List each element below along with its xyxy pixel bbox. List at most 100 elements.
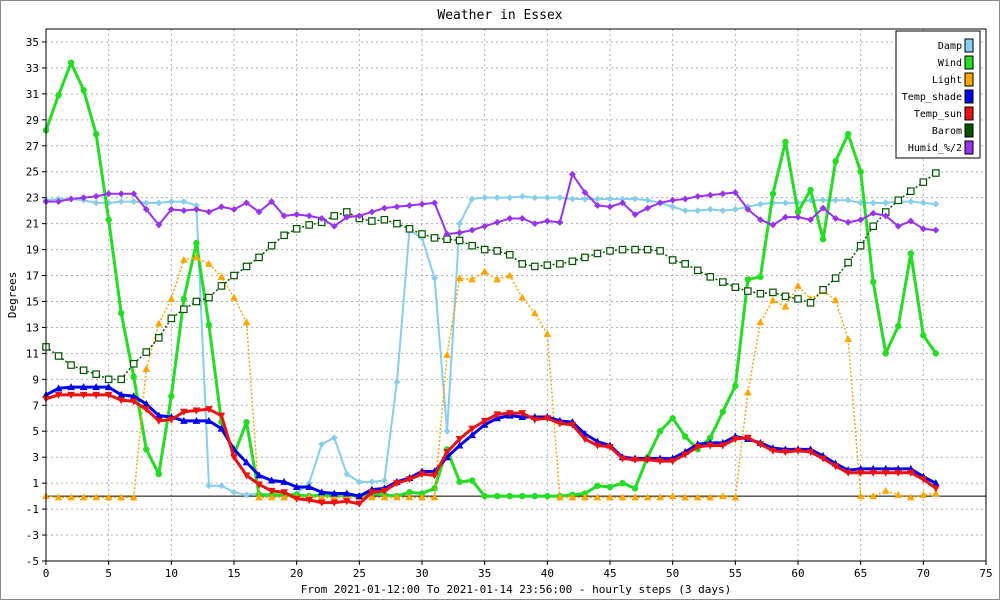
damp-point <box>381 477 388 484</box>
light-point <box>217 272 226 280</box>
barom-point <box>368 217 376 225</box>
temp-sun-point <box>731 436 740 444</box>
barom-point <box>756 289 765 298</box>
light-point <box>656 493 664 501</box>
series-layer <box>42 59 940 508</box>
light-point <box>756 318 765 326</box>
temp-sun-point <box>330 499 339 507</box>
light-point <box>54 493 63 501</box>
damp-point <box>518 192 526 200</box>
legend-swatch-wind <box>964 55 974 70</box>
humid-2-point <box>431 199 438 207</box>
temp-sun-point <box>343 498 351 506</box>
humid-2-point <box>443 230 451 238</box>
barom-point <box>455 236 464 245</box>
barom-point <box>681 260 690 268</box>
temp-sun-point <box>67 391 75 399</box>
barom-point <box>230 271 238 280</box>
wind-point <box>468 477 476 484</box>
light-point <box>104 493 113 501</box>
barom-point <box>593 249 602 258</box>
wind-point <box>606 483 614 491</box>
humid-2-point <box>669 196 677 204</box>
temp-sun-point <box>280 489 288 497</box>
wind-point <box>243 418 250 426</box>
legend-swatch-humid-2 <box>964 140 974 155</box>
wind-point <box>794 208 802 216</box>
wind-point <box>143 446 150 453</box>
temp-shade-point <box>217 424 226 432</box>
barom-point <box>806 298 815 307</box>
y-tick-label: 19 <box>26 244 39 257</box>
damp-point <box>606 195 614 203</box>
light-point <box>67 493 75 501</box>
temp-sun-point <box>556 420 564 428</box>
light-point <box>668 492 677 500</box>
light-point <box>317 493 326 501</box>
damp-point <box>919 199 927 207</box>
damp-point <box>230 488 238 496</box>
y-tick-label: 11 <box>26 347 39 360</box>
temp-sun-point <box>844 469 852 477</box>
temp-shade-point <box>67 383 75 391</box>
y-tick-label: 5 <box>32 425 39 438</box>
light-point <box>831 296 840 304</box>
humid-2-point <box>794 213 802 221</box>
humid-2-point <box>869 209 877 217</box>
humid-2-point <box>731 189 739 196</box>
light-point <box>493 275 501 283</box>
temp-shade-point <box>54 384 63 392</box>
humid-2-point <box>92 192 100 200</box>
damp-point <box>669 203 677 211</box>
damp-point <box>243 491 250 499</box>
temp-sun-point <box>167 416 176 424</box>
humid-2-point <box>744 205 752 213</box>
barom-point <box>380 215 389 224</box>
humid-2-point <box>468 226 476 234</box>
light-point <box>505 271 514 279</box>
barom-point <box>104 375 113 384</box>
barom-point <box>656 247 664 255</box>
damp-point <box>330 434 338 442</box>
temp-sun-point <box>932 485 940 493</box>
humid-2-point <box>919 225 927 233</box>
y-tick-label: -5 <box>26 555 39 568</box>
wind-point <box>782 138 789 146</box>
wind-point <box>105 216 112 223</box>
damp-point <box>142 199 150 207</box>
x-tick-label: 70 <box>917 567 930 580</box>
humid-2-point <box>155 221 163 229</box>
temp-sun-point <box>643 456 652 464</box>
humid-2-point <box>656 199 664 207</box>
x-tick-label: 35 <box>478 567 491 580</box>
humid-2-point <box>807 216 814 224</box>
humid-2-point <box>531 220 539 228</box>
temp-shade-point <box>455 441 464 449</box>
temp-shade-point <box>129 392 138 400</box>
humid-2-point <box>318 215 326 222</box>
barom-point <box>668 256 677 264</box>
humid-2-point <box>594 202 601 209</box>
x-tick-label: 15 <box>227 567 240 580</box>
wind-point <box>907 250 914 257</box>
damp-point <box>456 220 463 228</box>
y-tick-label: 31 <box>26 88 39 101</box>
plot-border <box>45 28 987 562</box>
barom-point <box>180 305 188 314</box>
temp-sun-point <box>292 495 301 503</box>
temp-shade-point <box>79 383 88 391</box>
wind-point <box>519 492 526 500</box>
x-tick-label: 40 <box>541 567 554 580</box>
temp-sun-point <box>681 451 689 459</box>
humid-2-point <box>80 194 87 202</box>
wind-point <box>180 295 188 303</box>
barom-point <box>255 253 263 262</box>
legend-swatch-barom <box>964 123 974 138</box>
wind-point <box>844 130 852 138</box>
humid-2-point <box>293 211 301 218</box>
wind-point <box>531 492 538 500</box>
damp-point <box>117 198 125 205</box>
temp-sun-point <box>104 391 113 399</box>
temp-sun-point <box>894 469 903 477</box>
humid-2-point <box>832 215 839 222</box>
